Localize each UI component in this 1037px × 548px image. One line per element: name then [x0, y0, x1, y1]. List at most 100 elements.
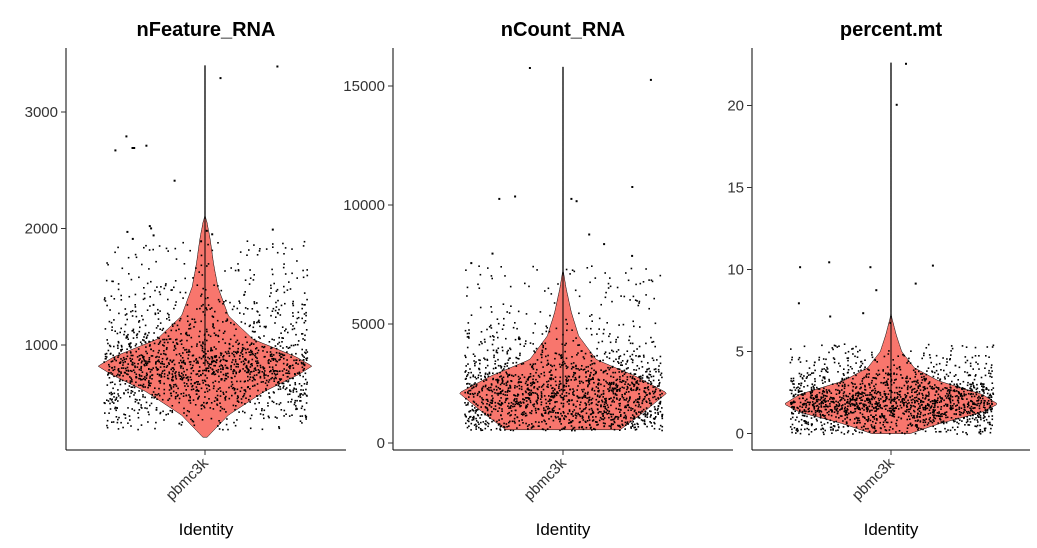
data-point [819, 375, 821, 377]
data-point [191, 385, 193, 388]
data-point [222, 366, 224, 369]
data-point [833, 344, 836, 347]
data-point [627, 401, 629, 403]
data-point [888, 433, 891, 435]
data-point [134, 392, 136, 394]
data-point [159, 322, 162, 324]
data-point [624, 371, 627, 374]
data-point [658, 428, 661, 430]
data-point [815, 399, 818, 401]
data-point [935, 354, 938, 357]
data-point [909, 404, 912, 407]
data-point [279, 345, 282, 347]
data-point [145, 401, 148, 404]
data-point [498, 407, 501, 409]
data-point [633, 416, 636, 419]
data-point [939, 379, 941, 381]
data-point [248, 249, 250, 251]
data-point [829, 403, 831, 405]
data-point [965, 393, 967, 396]
data-point [832, 401, 835, 403]
data-point [559, 366, 562, 368]
data-point [219, 395, 222, 397]
data-point [865, 375, 867, 377]
data-point [946, 403, 949, 406]
data-point [524, 382, 527, 385]
data-point [959, 393, 962, 396]
data-point [529, 399, 532, 402]
data-point [801, 424, 803, 426]
data-point [928, 393, 930, 395]
data-point [500, 375, 502, 377]
data-point [497, 386, 500, 389]
data-point [244, 307, 247, 309]
data-point [514, 322, 516, 324]
data-point [659, 374, 662, 376]
data-point [898, 399, 900, 401]
data-point [568, 399, 570, 401]
data-point [154, 396, 156, 398]
data-point [845, 395, 848, 398]
data-point [289, 377, 291, 380]
data-point [211, 249, 214, 252]
data-point [275, 290, 278, 292]
data-point [857, 421, 859, 424]
data-point [179, 359, 182, 362]
data-point [648, 377, 650, 379]
data-point [554, 352, 557, 354]
data-point [139, 375, 141, 377]
data-point [649, 410, 651, 412]
data-point [565, 392, 568, 394]
data-point [650, 404, 652, 406]
data-point [587, 365, 589, 368]
data-point [876, 361, 878, 363]
data-point [954, 364, 957, 367]
y-tick-label: 15000 [343, 78, 385, 95]
data-point [148, 361, 151, 363]
data-point [803, 420, 806, 422]
data-point [478, 367, 480, 370]
data-point [178, 328, 180, 331]
data-point [236, 339, 239, 342]
data-point [876, 418, 878, 420]
data-point [475, 385, 477, 388]
data-point [183, 376, 185, 379]
data-point [877, 390, 880, 393]
data-point [563, 386, 565, 388]
data-point [630, 427, 632, 429]
data-point [972, 383, 974, 385]
data-point [282, 354, 284, 357]
data-point [192, 399, 195, 401]
data-point [856, 356, 859, 358]
data-point [919, 405, 921, 407]
data-point [475, 377, 478, 380]
data-point [481, 388, 483, 390]
data-point [302, 375, 304, 378]
data-point [188, 328, 190, 330]
data-point [890, 390, 892, 392]
data-point [955, 405, 957, 407]
data-point [633, 426, 635, 429]
data-point [239, 380, 242, 383]
data-point [117, 400, 119, 402]
data-point [486, 408, 489, 411]
data-point [517, 381, 520, 383]
data-point [920, 411, 922, 414]
data-point [165, 413, 167, 416]
data-point [252, 326, 255, 329]
data-point [119, 331, 121, 334]
data-point [629, 384, 631, 386]
data-point [859, 383, 862, 385]
data-point [522, 414, 524, 416]
data-point [915, 381, 918, 383]
data-point [254, 384, 256, 387]
data-point [660, 372, 663, 375]
data-point [220, 359, 222, 362]
data-point [587, 384, 589, 386]
data-point [301, 422, 303, 424]
data-point [465, 269, 467, 271]
data-point [543, 409, 545, 411]
data-point [961, 395, 964, 397]
data-point [207, 356, 209, 359]
data-point [614, 392, 617, 395]
